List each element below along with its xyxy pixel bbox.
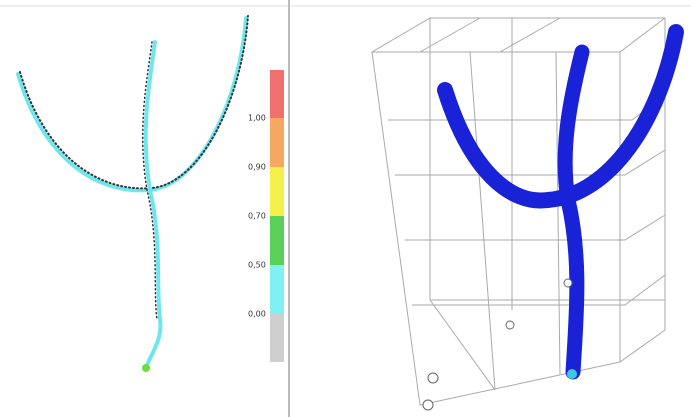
node-icon: [428, 373, 438, 383]
band-green: [270, 216, 284, 265]
support: [567, 369, 577, 379]
legend-label: 0,90: [248, 163, 266, 172]
band-gray: [270, 314, 284, 362]
node-icon: [506, 321, 514, 329]
legend-label: 0,70: [248, 212, 266, 221]
support: [142, 364, 150, 372]
band-cyan: [270, 265, 284, 314]
band-orange: [270, 118, 284, 167]
legend-label: 0,00: [248, 310, 266, 319]
legend-label: 1,00: [248, 114, 266, 123]
node-icon: [564, 279, 572, 287]
node-icon: [423, 400, 433, 410]
screen: 1,00 0,90 0,70 0,50 0,00: [0, 0, 691, 417]
background: [0, 0, 691, 417]
page: 1,00 0,90 0,70 0,50 0,00 (() => { const …: [0, 0, 691, 417]
legend-label: 0,50: [248, 261, 266, 270]
band-red: [270, 70, 284, 118]
band-yellow: [270, 167, 284, 216]
